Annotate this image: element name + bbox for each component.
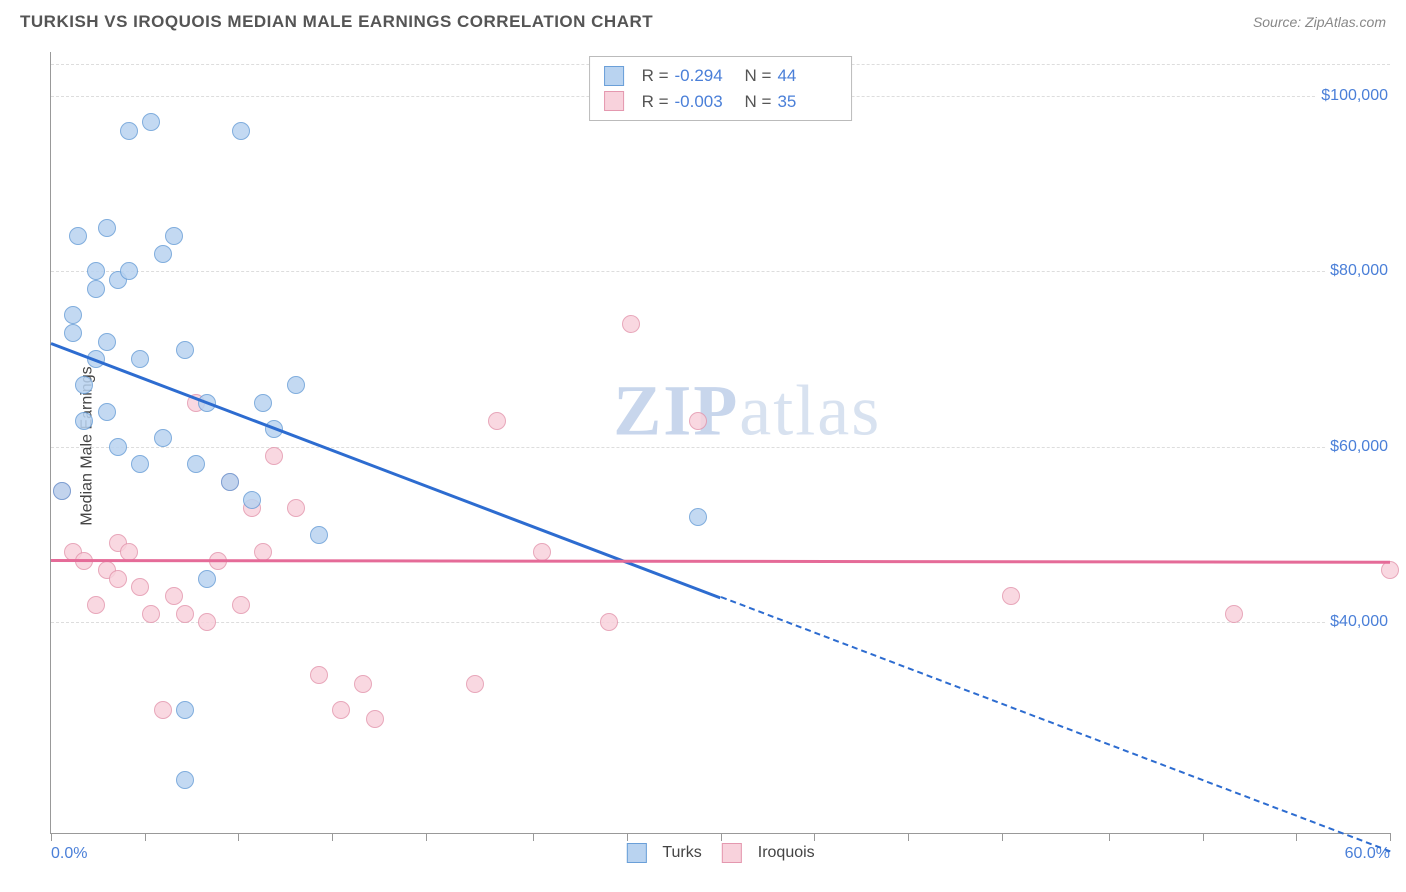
y-tick-label: $40,000 [1326, 611, 1392, 633]
turks-point [109, 438, 127, 456]
turks-point [64, 306, 82, 324]
turks-point [154, 429, 172, 447]
iroquois-point [1225, 605, 1243, 623]
turks-swatch-icon [626, 843, 646, 863]
x-tick [908, 833, 909, 841]
iroquois-point [689, 412, 707, 430]
scatter-chart: ZIPatlas R = -0.294 N = 44 R = -0.003 N … [50, 52, 1390, 834]
source-attribution: Source: ZipAtlas.com [1253, 14, 1386, 30]
turks-point [142, 113, 160, 131]
turks-point [187, 455, 205, 473]
gridline [51, 447, 1390, 448]
turks-point [87, 280, 105, 298]
x-tick [1296, 833, 1297, 841]
iroquois-r-value: -0.003 [675, 89, 735, 115]
iroquois-point [622, 315, 640, 333]
iroquois-point [366, 710, 384, 728]
turks-point [154, 245, 172, 263]
turks-point [98, 403, 116, 421]
iroquois-point [109, 570, 127, 588]
turks-point [287, 376, 305, 394]
turks-point [176, 771, 194, 789]
iroquois-point [131, 578, 149, 596]
turks-point [310, 526, 328, 544]
turks-point [176, 341, 194, 359]
iroquois-point [87, 596, 105, 614]
turks-point [75, 412, 93, 430]
x-tick [533, 833, 534, 841]
turks-point [87, 262, 105, 280]
x-tick [1002, 833, 1003, 841]
x-tick [1390, 833, 1391, 841]
iroquois-point [466, 675, 484, 693]
x-tick [814, 833, 815, 841]
iroquois-point [165, 587, 183, 605]
y-tick-label: $60,000 [1326, 436, 1392, 458]
turks-point [165, 227, 183, 245]
turks-point [254, 394, 272, 412]
turks-point [221, 473, 239, 491]
turks-point [120, 122, 138, 140]
iroquois-point [265, 447, 283, 465]
turks-swatch-icon [604, 66, 624, 86]
turks-point [198, 570, 216, 588]
trend-line [51, 559, 1390, 564]
iroquois-point [310, 666, 328, 684]
iroquois-swatch-icon [604, 91, 624, 111]
iroquois-n-value: 35 [777, 89, 837, 115]
iroquois-point [488, 412, 506, 430]
x-tick-label: 0.0% [51, 845, 87, 863]
legend-item-iroquois: Iroquois [722, 843, 815, 863]
series-legend: Turks Iroquois [626, 843, 814, 863]
turks-point [98, 333, 116, 351]
x-tick [721, 833, 722, 841]
turks-point [689, 508, 707, 526]
iroquois-point [354, 675, 372, 693]
x-tick [238, 833, 239, 841]
iroquois-point [600, 613, 618, 631]
turks-point [64, 324, 82, 342]
iroquois-point [198, 613, 216, 631]
iroquois-swatch-icon [722, 843, 742, 863]
turks-point [176, 701, 194, 719]
gridline [51, 622, 1390, 623]
x-tick [332, 833, 333, 841]
y-tick-label: $100,000 [1317, 85, 1392, 107]
turks-point [131, 455, 149, 473]
x-tick [145, 833, 146, 841]
turks-point [131, 350, 149, 368]
x-tick [51, 833, 52, 841]
y-tick-label: $80,000 [1326, 260, 1392, 282]
iroquois-point [154, 701, 172, 719]
turks-r-value: -0.294 [675, 63, 735, 89]
x-tick [1203, 833, 1204, 841]
iroquois-point [533, 543, 551, 561]
turks-point [232, 122, 250, 140]
trend-line [720, 596, 1390, 852]
correlation-legend: R = -0.294 N = 44 R = -0.003 N = 35 [589, 56, 853, 121]
turks-n-value: 44 [777, 63, 837, 89]
turks-point [53, 482, 71, 500]
iroquois-point [1002, 587, 1020, 605]
turks-point [69, 227, 87, 245]
x-tick [426, 833, 427, 841]
gridline [51, 271, 1390, 272]
legend-item-turks: Turks [626, 843, 701, 863]
legend-row-iroquois: R = -0.003 N = 35 [604, 89, 838, 115]
iroquois-point [287, 499, 305, 517]
watermark: ZIPatlas [613, 370, 881, 453]
turks-point [75, 376, 93, 394]
x-tick [627, 833, 628, 841]
iroquois-point [176, 605, 194, 623]
x-tick [1109, 833, 1110, 841]
iroquois-point [232, 596, 250, 614]
iroquois-point [142, 605, 160, 623]
legend-row-turks: R = -0.294 N = 44 [604, 63, 838, 89]
turks-point [98, 219, 116, 237]
chart-title: TURKISH VS IROQUOIS MEDIAN MALE EARNINGS… [20, 12, 653, 32]
turks-point [243, 491, 261, 509]
turks-point [120, 262, 138, 280]
iroquois-point [332, 701, 350, 719]
